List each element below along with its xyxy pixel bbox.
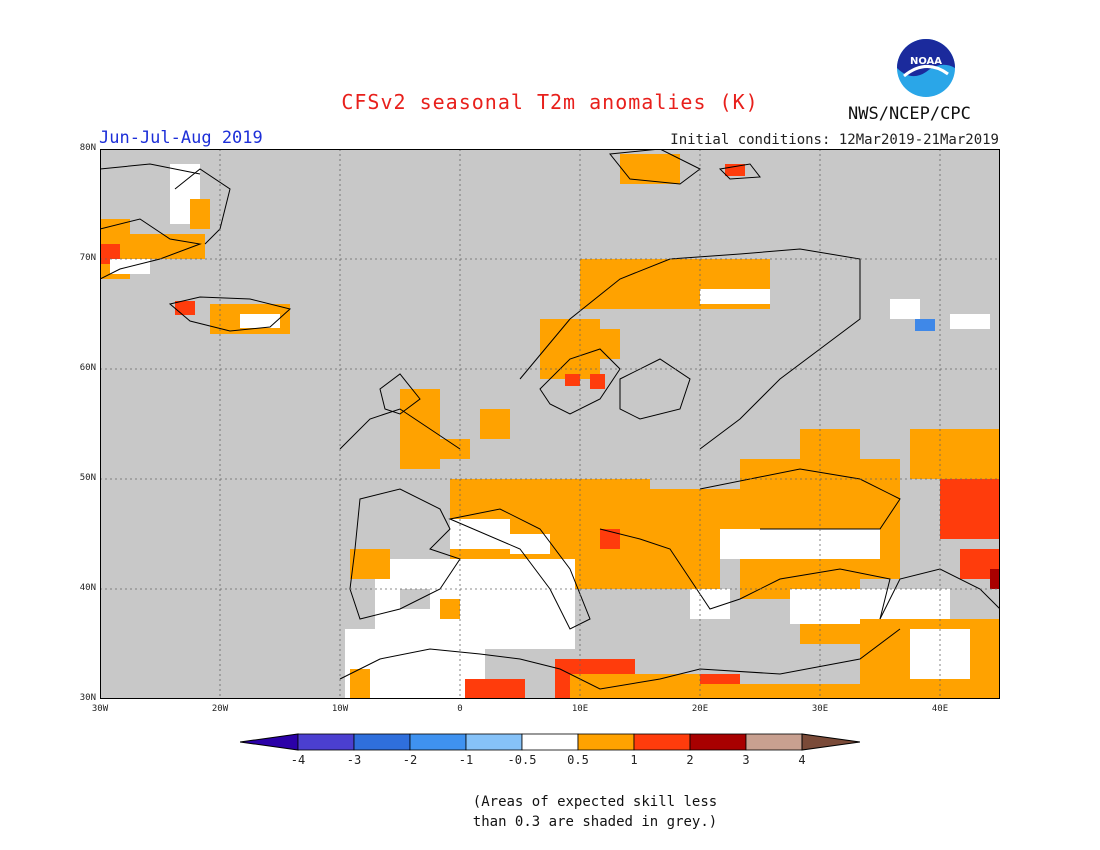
anomaly-cell-white: [720, 529, 880, 559]
anomaly-map: [100, 149, 1000, 699]
anomaly-cell-white: [790, 589, 950, 624]
colorbar-label: -3: [346, 753, 362, 767]
anomaly-cell-orange: [350, 549, 390, 579]
anomaly-cell-orange: [190, 199, 210, 229]
longitude-label: 30W: [91, 704, 109, 714]
anomaly-cell-orange: [660, 684, 860, 699]
anomaly-cell-orange: [440, 599, 460, 619]
anomaly-cell-orange: [660, 279, 700, 309]
colorbar-label: -0.5: [507, 753, 537, 767]
anomaly-cells: [100, 154, 1000, 699]
coastline-path: [599, 528, 891, 620]
anomaly-cell-white: [700, 289, 770, 304]
anomaly-cell-red: [940, 479, 1000, 539]
latitude-label: 30N: [79, 693, 96, 703]
coastline-path: [100, 218, 202, 280]
colorbar-segment: [577, 733, 635, 751]
colorbar-segment: [409, 733, 467, 751]
coastline-path: [448, 508, 591, 630]
anomaly-cell-white: [420, 659, 450, 699]
anomaly-cell-red: [465, 679, 525, 699]
colorbar-segment: [297, 733, 355, 751]
anomaly-cell-red: [175, 301, 195, 315]
anomaly-cell-red: [600, 529, 620, 549]
coastline-path: [519, 248, 861, 450]
anomaly-cell-white: [950, 314, 990, 329]
anomaly-cell-orange: [800, 429, 860, 469]
longitude-label: 20E: [691, 704, 709, 714]
initial-conditions-label: Initial conditions: 12Mar2019-21Mar2019: [670, 132, 999, 148]
noaa-logo: NOAA: [897, 39, 955, 97]
grid-lines: [100, 149, 1000, 699]
colorbar-high-arrow: [801, 733, 860, 751]
longitude-label: 10W: [331, 704, 349, 714]
longitude-label: 0: [457, 704, 463, 714]
anomaly-cell-grey: [400, 589, 430, 609]
anomaly-cell-orange: [480, 409, 510, 439]
colorbar-label: 4: [798, 753, 806, 767]
colorbar-segment: [353, 733, 411, 751]
colorbar-segment: [465, 733, 523, 751]
map-title: CFSv2 seasonal T2m anomalies (K): [341, 90, 759, 114]
colorbar-label: 3: [742, 753, 750, 767]
colorbar-label: -4: [290, 753, 306, 767]
skill-note-line2: than 0.3 are shaded in grey.): [472, 814, 718, 830]
longitude-label: 40E: [931, 704, 949, 714]
longitude-label: 30E: [811, 704, 829, 714]
coastline-path: [100, 163, 201, 175]
colorbar: [240, 733, 860, 751]
longitude-label: 20W: [211, 704, 229, 714]
skill-note-line1: (Areas of expected skill less: [472, 794, 718, 810]
colorbar-segment: [633, 733, 691, 751]
colorbar-segment: [689, 733, 747, 751]
anomaly-cell-orange: [350, 669, 370, 699]
anomaly-cell-red: [700, 674, 740, 686]
anomaly-cell-blue: [915, 319, 935, 331]
coastline-path: [379, 373, 421, 415]
anomaly-cell-white: [510, 534, 550, 554]
coastline-path: [168, 296, 292, 332]
anomaly-cell-darkred: [990, 569, 1000, 589]
coastline-path: [349, 488, 461, 620]
agency-label: NWS/NCEP/CPC: [848, 104, 971, 124]
anomaly-cell-orange: [600, 329, 620, 359]
anomaly-cell-white: [240, 314, 280, 328]
latitude-label: 70N: [79, 253, 96, 263]
anomaly-cell-white: [690, 589, 730, 619]
anomaly-cell-white: [450, 519, 510, 549]
anomaly-cell-red: [565, 374, 580, 386]
coastline-path: [539, 348, 621, 415]
coastline-path: [718, 163, 761, 180]
coastline-path: [339, 408, 461, 450]
noaa-logo-text: NOAA: [910, 56, 942, 67]
latitude-label: 80N: [79, 143, 96, 153]
colorbar-low-arrow: [240, 733, 299, 751]
anomaly-cell-orange: [560, 329, 580, 344]
coastline-path: [174, 168, 231, 245]
colorbar-segment: [521, 733, 579, 751]
anomaly-cell-white: [890, 299, 920, 319]
colorbar-label: 2: [686, 753, 694, 767]
anomaly-cell-orange: [910, 429, 1000, 479]
latitude-label: 60N: [79, 363, 96, 373]
anomaly-cell-red: [590, 374, 605, 389]
anomaly-cell-orange: [125, 234, 205, 259]
colorbar-label: -1: [458, 753, 474, 767]
coastline-path: [619, 358, 691, 420]
season-label: Jun-Jul-Aug 2019: [99, 128, 263, 148]
longitude-label: 10E: [571, 704, 589, 714]
colorbar-label: 0.5: [567, 753, 589, 767]
skill-note: (Areas of expected skill less than 0.3 a…: [0, 792, 1100, 832]
latitude-label: 50N: [79, 473, 96, 483]
latitude-label: 40N: [79, 583, 96, 593]
anomaly-cell-orange: [620, 154, 680, 184]
anomaly-cell-orange: [540, 319, 600, 379]
colorbar-label: -2: [402, 753, 418, 767]
colorbar-segment: [745, 733, 803, 751]
colorbar-label: 1: [630, 753, 638, 767]
